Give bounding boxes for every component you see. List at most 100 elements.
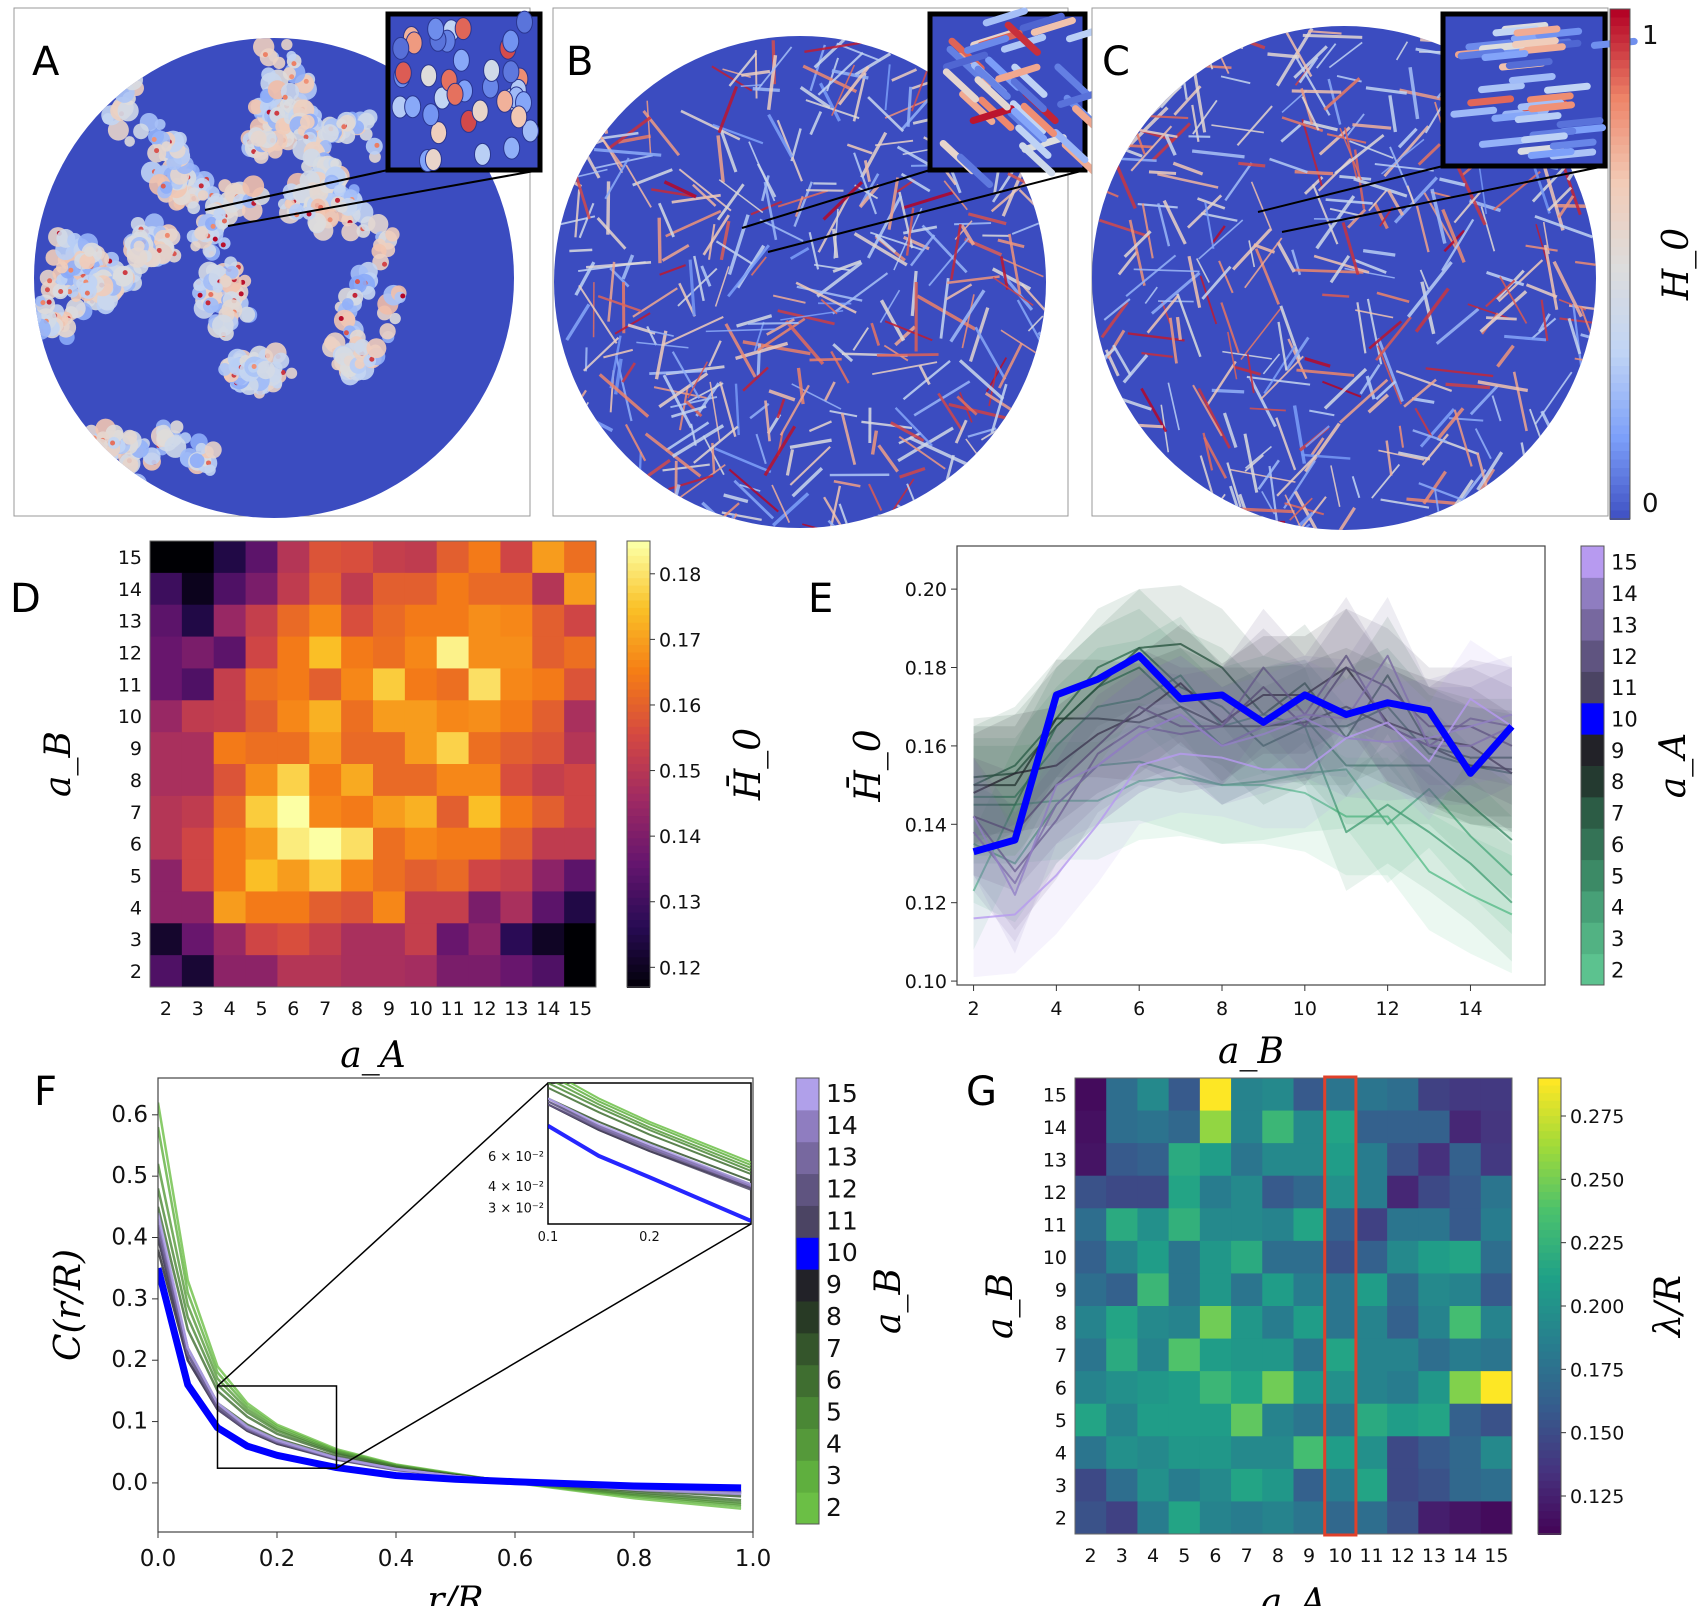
- rod-streak: [1375, 380, 1397, 401]
- heatmap-cell: [1480, 1501, 1513, 1535]
- heatmap-cell: [309, 636, 342, 669]
- heatmap-cell: [1137, 1468, 1170, 1502]
- heatmap-cell: [245, 859, 278, 892]
- inset-cell: [392, 36, 410, 60]
- colorbar-segment: [1610, 51, 1630, 61]
- colorbar-segment: [627, 578, 650, 587]
- heatmap-cell: [1137, 1208, 1170, 1242]
- heatmap-cell: [1075, 1436, 1107, 1470]
- heatmap-cell: [500, 541, 533, 574]
- rod-streak: [654, 330, 668, 380]
- colorbar-segment-6: [796, 1364, 819, 1398]
- rod-streak: [1249, 407, 1286, 412]
- cluster-dot: [338, 315, 344, 321]
- series-line-13: [158, 1224, 742, 1494]
- heatmap-cell: [1387, 1175, 1419, 1209]
- x-tick-label: 2: [160, 998, 172, 1020]
- colorbar-segment-8: [796, 1301, 819, 1334]
- heatmap-cell: [1231, 1273, 1263, 1307]
- colorbar-segment-7: [1581, 796, 1604, 829]
- heatmap-cell: [1324, 1110, 1357, 1144]
- rod-streak: [1196, 258, 1210, 283]
- panel-a-simulation: [13, 7, 543, 518]
- colorbar-segment: [1610, 60, 1630, 70]
- colorbar-tick-label: 0.13: [659, 892, 701, 914]
- rod-streak: [771, 484, 791, 523]
- colorbar-segment: [627, 585, 650, 595]
- inset-rod: [1535, 27, 1583, 39]
- colorbar-tick-label: 0.18: [659, 564, 701, 586]
- cluster-blob: [336, 201, 348, 213]
- rod-streak: [809, 357, 842, 362]
- colorbar-segment-5: [796, 1396, 819, 1429]
- rod-streak: [664, 421, 710, 452]
- rod-streak: [1531, 317, 1557, 340]
- cluster-blob: [204, 441, 222, 459]
- colorbar-segment: [627, 749, 650, 758]
- colorbar-segment: [627, 607, 650, 617]
- rod-streak: [1473, 511, 1486, 530]
- rod-streak: [1441, 218, 1475, 272]
- heatmap-cell: [564, 668, 597, 701]
- rod-streak: [1534, 371, 1573, 425]
- rod-streak: [780, 309, 844, 321]
- heatmap-cell: [564, 541, 597, 574]
- colorbar-frame: [795, 1077, 820, 1525]
- inset-plot: [548, 1083, 751, 1223]
- colorbar-segment: [627, 897, 650, 907]
- rod-streak: [1276, 241, 1296, 273]
- rod-streak: [1117, 250, 1139, 276]
- rod-streak: [683, 382, 724, 405]
- rod-streak: [1244, 454, 1264, 472]
- rod-streak: [1574, 260, 1596, 268]
- colorbar-segment: [627, 726, 650, 736]
- heatmap-cell: [564, 795, 597, 829]
- inset-rod: [1543, 82, 1591, 94]
- heatmap-cell: [245, 827, 278, 861]
- heatmap-cell: [532, 668, 565, 701]
- colorbar-segment: [627, 942, 650, 951]
- x-tick-label: 14: [1453, 1545, 1477, 1567]
- rod-streak: [1192, 99, 1218, 135]
- cluster-dot: [164, 232, 170, 238]
- heatmap-cell: [532, 795, 565, 829]
- rod-streak: [1232, 228, 1272, 271]
- heatmap-cell: [1449, 1403, 1482, 1437]
- y-tick-label: 0.16: [905, 736, 947, 758]
- cluster-blob: [84, 246, 95, 257]
- inset-rod: [964, 35, 1010, 54]
- series-line-13: [972, 654, 1513, 885]
- heatmap-cell: [1075, 1501, 1107, 1535]
- rod-streak: [1540, 299, 1549, 342]
- heatmap-cell: [1387, 1110, 1419, 1144]
- cluster-blob: [272, 56, 286, 70]
- heatmap-cell: [1137, 1403, 1170, 1437]
- rod-streak: [772, 492, 810, 527]
- heatmap-cell: [1418, 1078, 1451, 1112]
- rod-streak: [671, 193, 721, 204]
- rod-streak: [1244, 237, 1283, 289]
- rod-streak: [1201, 265, 1232, 300]
- colorbar-segment: [1610, 374, 1630, 384]
- inset-series-line-2: [568, 1083, 751, 1164]
- cluster-dot: [400, 293, 406, 299]
- rod-streak: [1175, 316, 1182, 341]
- colorbar-tick-label: 0.15: [659, 761, 701, 783]
- rod-streak: [1186, 194, 1223, 229]
- heatmap-cell: [1168, 1240, 1201, 1274]
- colorbar-tick-label: 15: [1611, 551, 1638, 575]
- rod-streak: [990, 383, 1008, 434]
- rod-streak: [1141, 352, 1173, 358]
- colorbar-segment: [627, 979, 650, 988]
- rod-streak: [1123, 230, 1152, 258]
- colorbar-tick-label: 3: [1611, 927, 1624, 951]
- rod-streak: [1222, 412, 1238, 449]
- rod-streak: [1249, 377, 1277, 428]
- heatmap-cell: [1137, 1338, 1170, 1372]
- cluster-dot: [354, 279, 360, 285]
- colorbar-segment: [1610, 68, 1630, 78]
- heatmap-cell: [1106, 1240, 1138, 1274]
- rod-streak: [1315, 43, 1337, 69]
- heatmap-cell: [1137, 1175, 1170, 1209]
- colorbar-segment: [1538, 1374, 1561, 1383]
